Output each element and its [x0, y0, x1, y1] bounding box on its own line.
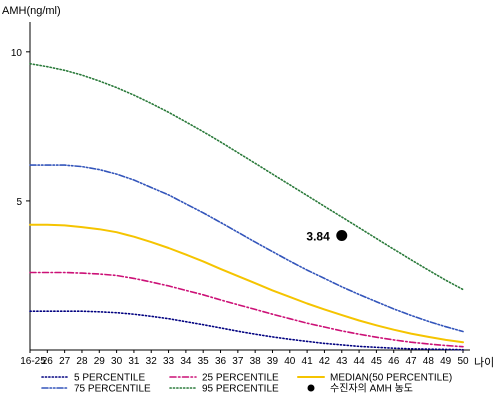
legend-label-patient: 수진자의 AMH 농도	[330, 383, 413, 395]
x-tick-label: 32	[146, 356, 158, 367]
x-tick-label: 48	[423, 356, 435, 367]
patient-amh-value-label: 3.84	[306, 229, 330, 243]
x-tick-label: 28	[76, 356, 88, 367]
x-tick-label: 41	[302, 356, 314, 367]
x-axis-title: 나이	[474, 356, 494, 369]
x-tick-label: 37	[232, 356, 244, 367]
series-line-4	[29, 62, 464, 291]
y-axis-title: AMH(ng/ml)	[2, 5, 61, 17]
series-line-3	[29, 164, 464, 333]
legend-label-4: 95 PERCENTILE	[202, 384, 279, 395]
legend-label-3: 75 PERCENTILE	[74, 384, 151, 395]
x-tick-label: 31	[128, 356, 140, 367]
x-tick-label: 26	[42, 356, 54, 367]
series-line-2	[29, 223, 464, 344]
x-tick-label: 39	[267, 356, 279, 367]
x-tick-label: 38	[250, 356, 262, 367]
x-tick-label: 29	[94, 356, 106, 367]
legend-label-1: 25 PERCENTILE	[202, 373, 279, 384]
series-line-0	[29, 310, 464, 351]
x-tick-label: 43	[336, 356, 348, 367]
x-tick-label: 35	[198, 356, 210, 367]
x-tick-label: 49	[440, 356, 452, 367]
x-tick-label: 16-25	[20, 356, 46, 367]
legend-swatch-patient	[307, 384, 315, 392]
x-tick-label: 44	[354, 356, 366, 367]
legend-label-0: 5 PERCENTILE	[74, 373, 145, 384]
x-tick-label: 50	[457, 356, 469, 367]
legend-label-2: MEDIAN(50 PERCENTILE)	[330, 373, 452, 384]
x-tick-label: 40	[284, 356, 296, 367]
x-tick-label: 34	[180, 356, 192, 367]
patient-amh-point	[336, 229, 348, 241]
x-tick-label: 46	[388, 356, 400, 367]
y-tick-label: 10	[11, 48, 23, 59]
x-tick-label: 27	[59, 356, 71, 367]
x-tick-label: 45	[371, 356, 383, 367]
x-tick-label: 42	[319, 356, 331, 367]
series-line-1	[29, 271, 464, 348]
x-tick-label: 33	[163, 356, 175, 367]
x-tick-label: 36	[215, 356, 227, 367]
x-tick-label: 47	[405, 356, 417, 367]
x-tick-label: 30	[111, 356, 123, 367]
y-tick-label: 5	[16, 197, 22, 208]
